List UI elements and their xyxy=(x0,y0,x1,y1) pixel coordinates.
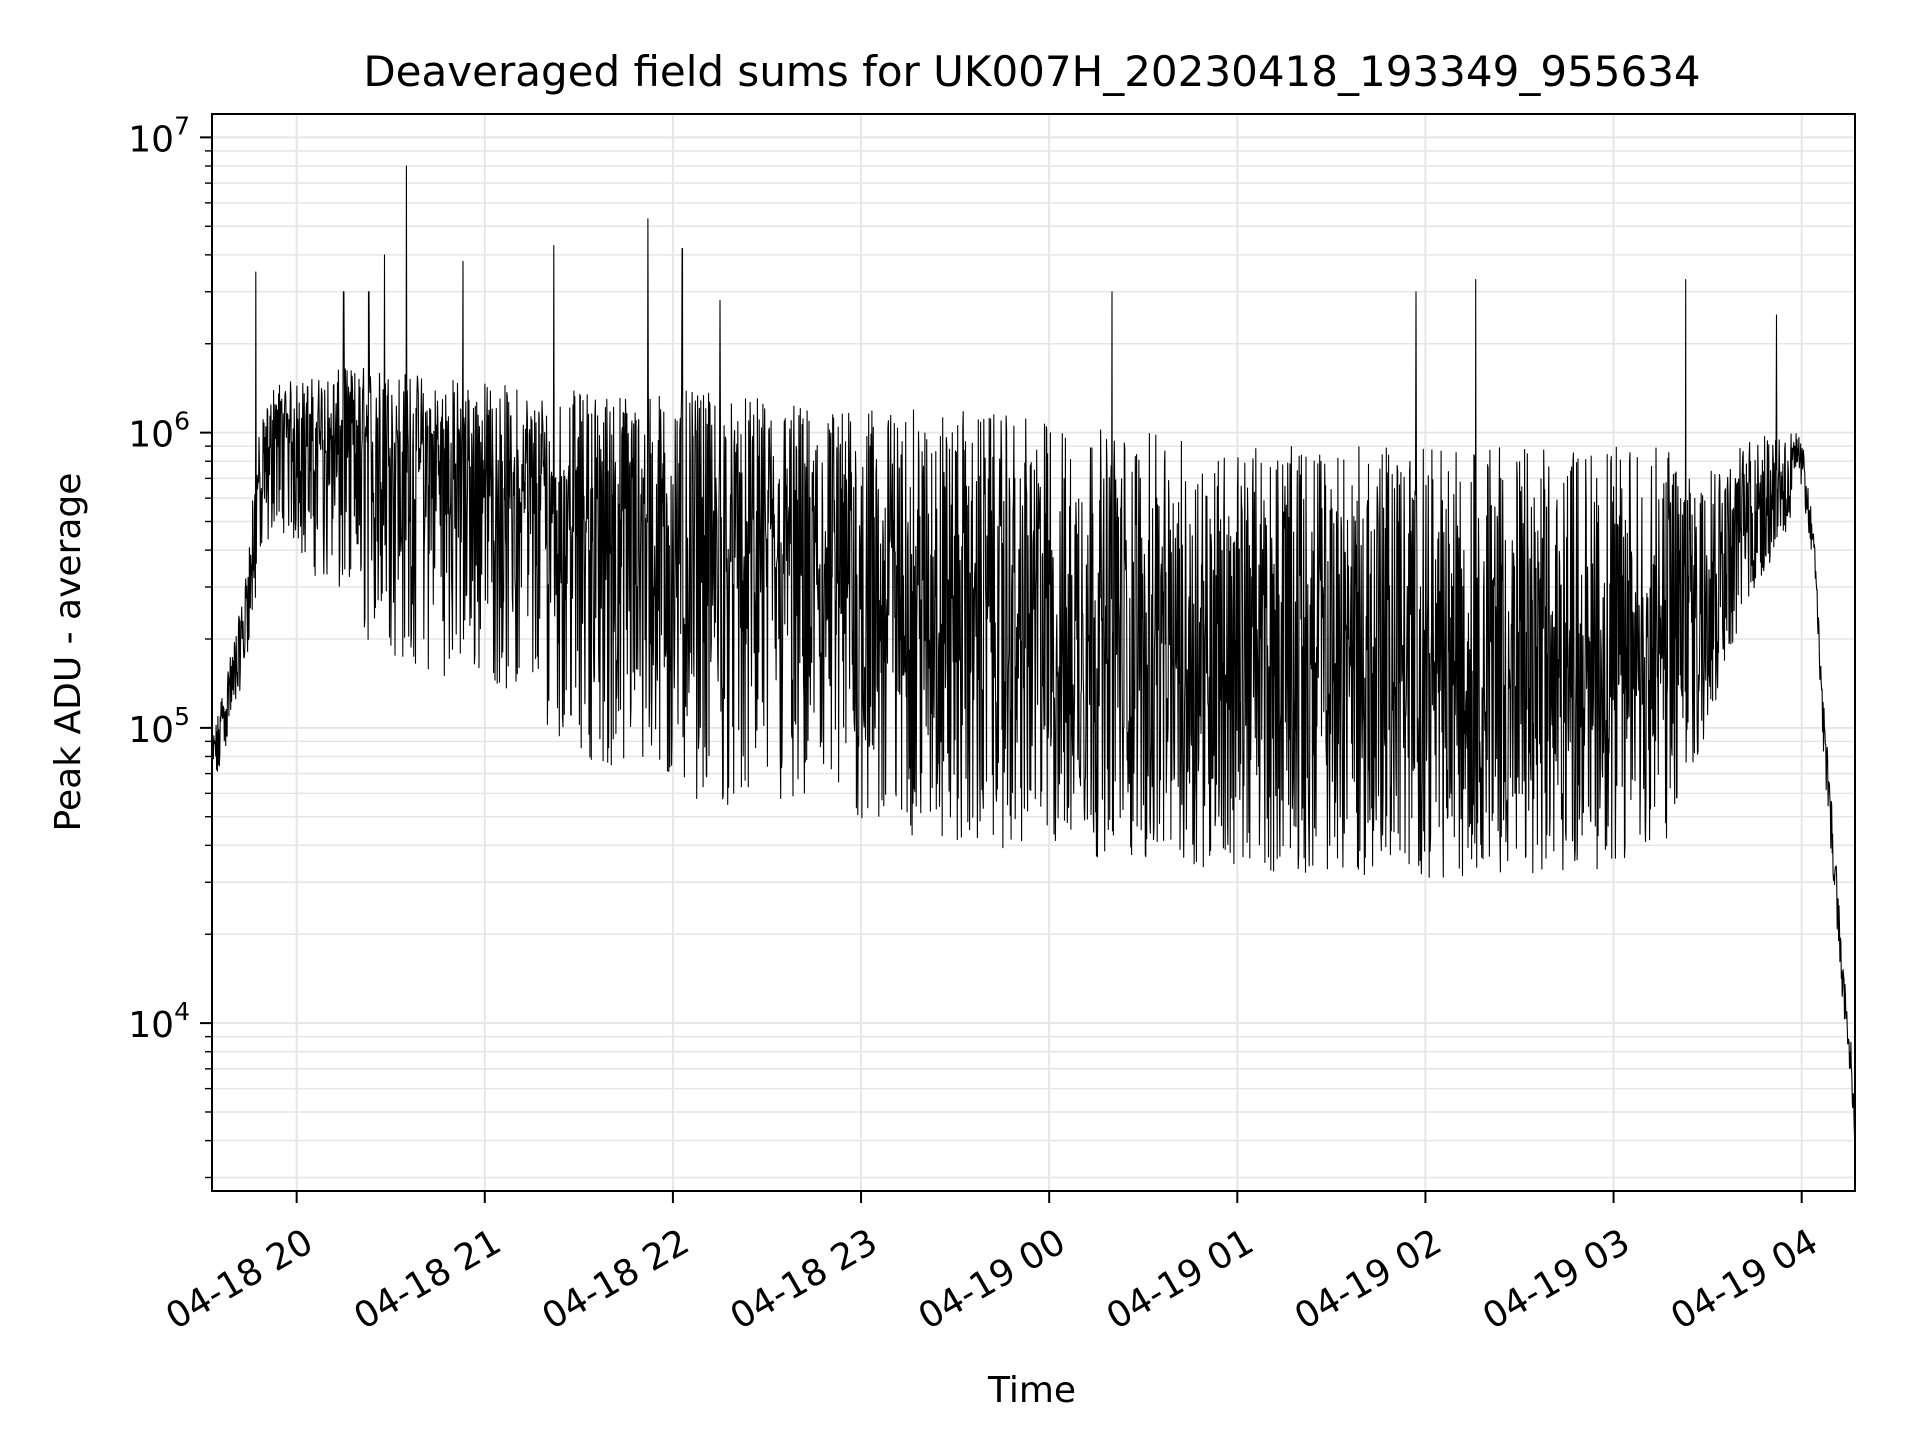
series-group xyxy=(211,165,1856,1140)
y-tick-label: 106 xyxy=(128,407,190,456)
y-tick-exponent: 5 xyxy=(174,702,190,731)
grid xyxy=(212,114,1855,1191)
y-tick-label: 107 xyxy=(128,111,190,160)
series-line xyxy=(211,165,1856,1140)
y-tick-base: 10 xyxy=(128,415,174,456)
y-axis-label: Peak ADU - average xyxy=(48,473,89,832)
y-tick-exponent: 4 xyxy=(174,997,190,1026)
y-tick-base: 10 xyxy=(128,710,174,751)
plot-frame xyxy=(211,113,1856,1192)
y-tick-label: 104 xyxy=(128,997,190,1046)
x-axis-label: Time xyxy=(987,1370,1076,1411)
chart-title: Deaveraged field sums for UK007H_2023041… xyxy=(363,47,1700,96)
y-tick-base: 10 xyxy=(128,1005,174,1046)
y-tick-exponent: 7 xyxy=(174,111,190,140)
y-tick-exponent: 6 xyxy=(174,407,190,436)
y-tick-label: 105 xyxy=(128,702,190,751)
y-tick-base: 10 xyxy=(128,119,174,160)
